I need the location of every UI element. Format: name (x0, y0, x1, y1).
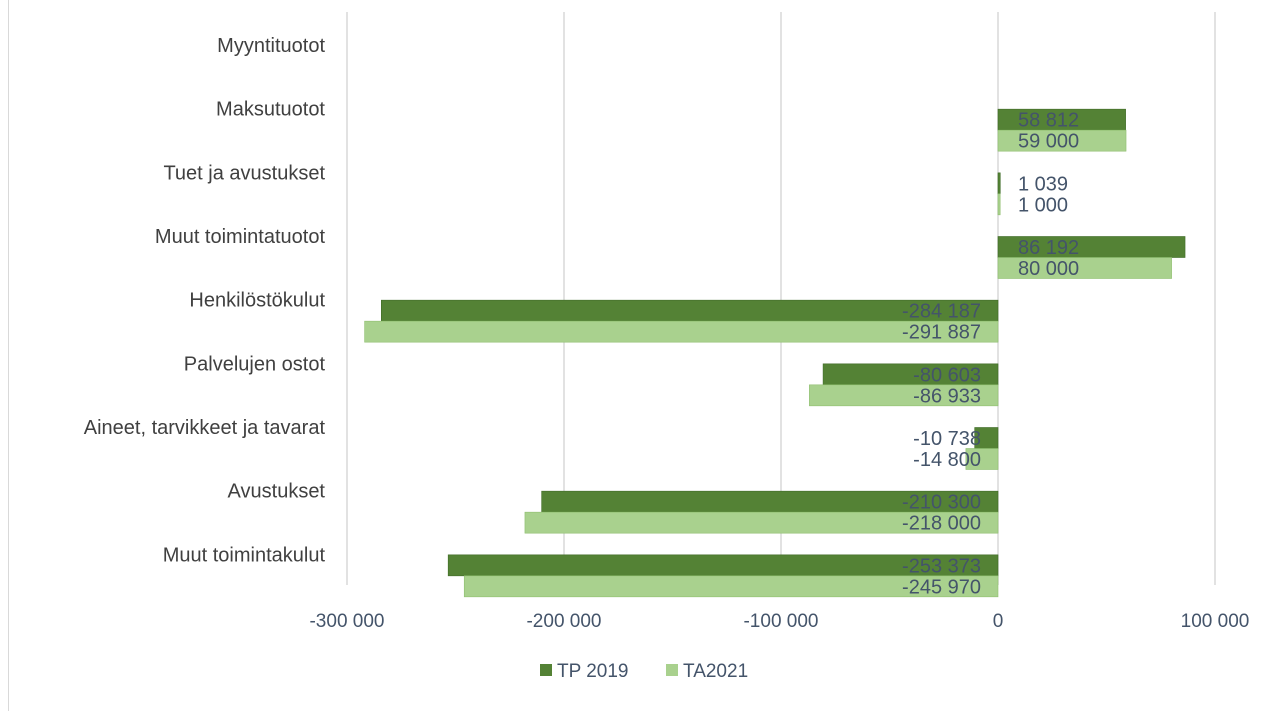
legend: TP 2019 TA2021 (540, 661, 748, 682)
category-label: Muut toimintakulut (163, 544, 326, 566)
category-label: Aineet, tarvikkeet ja tavarat (84, 417, 326, 439)
data-label: 80 000 (1018, 258, 1079, 280)
grid-layer (346, 12, 1216, 585)
chart-border (8, 0, 9, 711)
data-label: 58 812 (1018, 110, 1079, 132)
data-label: -291 887 (902, 322, 981, 344)
x-tick-label: -200 000 (526, 611, 601, 632)
bar-ta2021 (997, 257, 1172, 279)
bar-ta2021 (524, 511, 999, 534)
bar-tp2019 (997, 172, 1001, 195)
bar-ta2021 (997, 129, 1127, 152)
legend-label: TA2021 (683, 661, 748, 682)
data-label: -210 300 (902, 492, 981, 514)
data-label: 86 192 (1018, 237, 1079, 259)
legend-label: TP 2019 (557, 661, 628, 682)
x-tick-label: 0 (993, 611, 1004, 632)
bar-ta2021 (997, 193, 1001, 216)
data-label: 1 000 (1018, 194, 1068, 216)
data-label: 1 039 (1018, 173, 1068, 195)
category-label: Avustukset (228, 481, 326, 503)
bar-ta2021 (809, 384, 999, 407)
category-label: Muut toimintatuotot (155, 226, 326, 248)
category-label: Tuet ja avustukset (163, 162, 325, 184)
data-label: -14 800 (913, 449, 981, 471)
value-axis: -300 000 -200 000 -100 000 0 100 000 (309, 611, 1249, 632)
data-label: -284 187 (902, 301, 981, 323)
data-label: -86 933 (913, 385, 981, 407)
bar-ta2021 (965, 448, 999, 470)
category-label: Maksutuotot (216, 99, 325, 121)
data-label: 59 000 (1018, 131, 1079, 153)
data-label: -253 373 (902, 555, 981, 577)
data-label: -80 603 (913, 364, 981, 386)
x-tick-label: -300 000 (309, 611, 384, 632)
data-label: -245 970 (902, 576, 981, 598)
x-tick-label: 100 000 (1181, 611, 1250, 632)
data-label: -10 738 (913, 428, 981, 450)
bar-ta2021 (463, 575, 999, 598)
category-label: Myyntituotot (217, 35, 325, 57)
legend-swatch (666, 664, 678, 676)
category-label: Palvelujen ostot (184, 353, 326, 375)
data-label: -218 000 (902, 513, 981, 535)
legend-swatch (540, 664, 552, 676)
category-axis: Myyntituotot Maksutuotot Tuet ja avustukse… (84, 35, 326, 566)
category-label: Henkilöstökulut (189, 290, 325, 312)
x-tick-label: -100 000 (743, 611, 818, 632)
bar-layer (364, 108, 1186, 598)
bar-ta2021 (364, 320, 999, 343)
